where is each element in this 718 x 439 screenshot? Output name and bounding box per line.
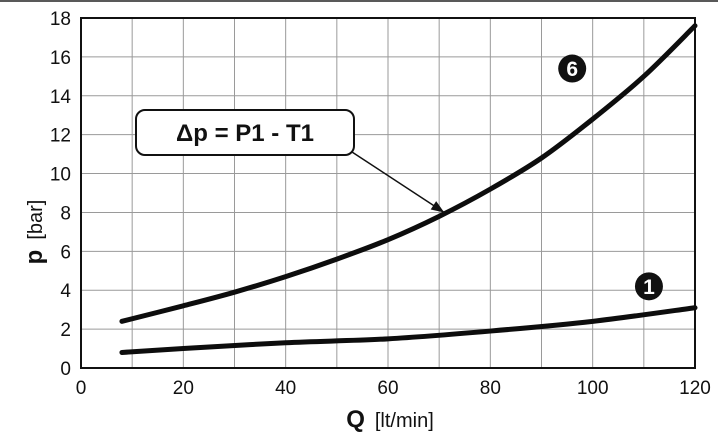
y-tick-label: 18 <box>50 9 71 30</box>
annotation-text: Δp = P1 - T1 <box>176 120 314 147</box>
annotation-arrow-line <box>351 151 445 214</box>
y-axis-title: p [bar] <box>21 200 48 265</box>
annotation-arrow-head <box>430 201 445 213</box>
y-tick-label: 8 <box>60 203 71 224</box>
y-tick-label: 6 <box>60 242 71 263</box>
x-tick-label: 80 <box>480 378 501 399</box>
series-line-1 <box>119 305 698 355</box>
series-marker-1 <box>634 272 663 301</box>
x-tick-label: 100 <box>577 378 609 399</box>
y-tick-label: 14 <box>50 87 72 108</box>
series-markers: 61 <box>558 54 663 301</box>
x-tick-label: 20 <box>173 378 194 399</box>
x-tick-label: 40 <box>275 378 296 399</box>
x-tick-label: 0 <box>76 378 87 399</box>
x-axis-title: Q [lt/min] <box>346 406 434 433</box>
grid <box>80 17 696 369</box>
series-marker-label-1: 1 <box>643 276 655 299</box>
x-tick-labels: 0 20 40 60 80 100 120 <box>76 378 711 399</box>
series-marker-6 <box>558 54 587 83</box>
y-tick-label: 4 <box>60 281 71 302</box>
annotation-box <box>135 109 355 156</box>
y-tick-label: 12 <box>50 126 71 147</box>
plot-frame <box>80 17 696 369</box>
y-tick-labels: 0 2 4 6 8 10 12 14 16 18 <box>50 9 72 380</box>
series-layer <box>119 23 698 355</box>
y-tick-label: 16 <box>50 48 71 69</box>
y-tick-label: 10 <box>50 165 71 186</box>
series-line-6 <box>119 23 698 324</box>
x-tick-label: 120 <box>679 378 711 399</box>
series-marker-label-6: 6 <box>566 58 578 81</box>
x-tick-label: 60 <box>377 378 398 399</box>
annotation: Δp = P1 - T1 <box>135 109 445 214</box>
y-tick-label: 0 <box>60 359 71 380</box>
y-tick-label: 2 <box>60 320 71 341</box>
